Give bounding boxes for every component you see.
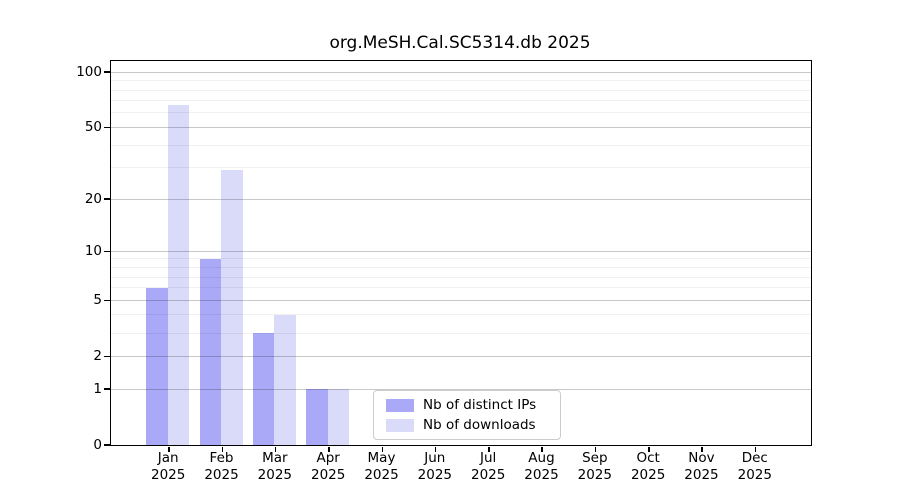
x-tick-label-month: Nov <box>688 450 715 466</box>
x-tick-mark <box>594 447 597 452</box>
x-tick-mark <box>488 447 490 452</box>
x-tick-mark <box>328 447 330 452</box>
x-tick-label-year: 2025 <box>470 466 506 483</box>
gridline-minor <box>111 144 811 146</box>
gridline-major <box>111 250 811 252</box>
x-tick-label-month: Dec <box>741 450 768 466</box>
y-tick-mark <box>104 388 110 390</box>
gridline-major <box>111 126 811 128</box>
x-tick-label-year: 2025 <box>364 466 399 483</box>
x-tick-label: Feb 2025 <box>204 450 238 483</box>
gridline-major <box>111 198 811 200</box>
legend-swatch-distinct-ips-icon <box>386 398 414 412</box>
legend: Nb of distinct IPs Nb of downloads <box>373 390 561 440</box>
x-tick-mark <box>434 447 437 452</box>
y-tick-label: 10 <box>84 243 102 260</box>
x-tick-label-month: Sep <box>582 450 608 466</box>
chart-title: org.MeSH.Cal.SC5314.db 2025 <box>329 33 591 53</box>
gridline-minor <box>111 112 811 114</box>
legend-swatch-downloads-icon <box>386 418 414 432</box>
x-tick-label: Aug 2025 <box>524 450 558 483</box>
gridline-minor <box>111 100 811 102</box>
y-tick-mark <box>104 71 110 73</box>
bar-apr-distinct-ips <box>306 389 328 445</box>
legend-item-downloads: Nb of downloads <box>386 416 550 433</box>
gridline-major <box>111 71 811 73</box>
legend-label-downloads: Nb of downloads <box>423 416 536 433</box>
y-tick-mark <box>104 198 110 200</box>
x-tick-label: Jul 2025 <box>471 450 505 483</box>
x-tick-mark <box>701 447 703 452</box>
x-tick-mark <box>541 447 543 452</box>
x-tick-mark <box>754 447 757 452</box>
x-tick-mark <box>274 447 277 452</box>
x-tick-label: Oct 2025 <box>631 450 665 483</box>
x-tick-label: May 2025 <box>364 450 398 483</box>
x-tick-mark <box>168 447 170 452</box>
y-tick-mark <box>104 250 110 252</box>
x-tick-label: Mar 2025 <box>258 450 292 483</box>
y-tick-mark <box>104 355 110 357</box>
x-tick-label-month: Feb <box>209 450 234 466</box>
x-tick-label: Nov 2025 <box>684 450 718 483</box>
y-tick-label: 20 <box>84 191 102 208</box>
y-tick-mark <box>104 126 110 129</box>
x-tick-label: Apr 2025 <box>311 450 345 483</box>
x-tick-label-month: Jun <box>424 450 446 466</box>
x-tick-label-month: Jan <box>157 450 179 466</box>
x-tick-label-year: 2025 <box>524 466 559 483</box>
x-tick-label-month: Aug <box>528 450 555 466</box>
x-tick-label-month: Jul <box>480 450 497 466</box>
x-tick-mark <box>381 447 383 452</box>
x-tick-label-year: 2025 <box>684 466 719 483</box>
bar-feb-distinct-ips <box>199 259 222 445</box>
x-tick-label-year: 2025 <box>151 466 186 483</box>
x-tick-label: Jan 2025 <box>151 450 185 483</box>
x-tick-label-year: 2025 <box>204 466 239 483</box>
x-tick-label-year: 2025 <box>417 466 453 483</box>
x-tick-label-year: 2025 <box>630 466 666 483</box>
x-tick-label-month: May <box>367 450 396 466</box>
plot-area <box>110 60 812 446</box>
y-tick-label: 5 <box>93 292 102 309</box>
y-tick-mark <box>104 299 110 301</box>
gridline-minor <box>111 80 811 82</box>
y-tick-label: 100 <box>76 64 102 81</box>
y-tick-label: 1 <box>93 381 102 397</box>
x-tick-label: Sep 2025 <box>578 450 612 483</box>
bar-jan-downloads <box>167 105 190 445</box>
bar-apr-downloads <box>327 389 350 445</box>
x-tick-mark <box>221 447 223 452</box>
x-tick-label: Jun 2025 <box>418 450 452 483</box>
legend-item-distinct-ips: Nb of distinct IPs <box>386 396 550 413</box>
y-tick-label: 2 <box>93 348 102 365</box>
x-tick-label-year: 2025 <box>310 466 346 483</box>
gridline-minor <box>111 89 811 91</box>
x-tick-mark <box>648 447 650 452</box>
bar-feb-downloads <box>221 170 243 445</box>
x-tick-label-month: Oct <box>636 450 660 466</box>
x-tick-label-year: 2025 <box>577 466 612 483</box>
y-tick-mark <box>104 444 110 446</box>
x-tick-label: Dec 2025 <box>738 450 772 483</box>
gridline-minor <box>111 167 811 169</box>
bar-mar-downloads <box>274 315 296 445</box>
y-tick-label: 50 <box>84 119 102 136</box>
x-tick-label-month: Mar <box>262 450 288 466</box>
y-tick-label: 0 <box>93 437 102 453</box>
bar-mar-distinct-ips <box>252 333 275 445</box>
x-tick-label-year: 2025 <box>257 466 293 483</box>
x-tick-label-year: 2025 <box>737 466 772 483</box>
bar-jan-distinct-ips <box>146 287 168 445</box>
legend-label-distinct-ips: Nb of distinct IPs <box>423 396 537 413</box>
x-tick-label-month: Apr <box>316 450 340 466</box>
